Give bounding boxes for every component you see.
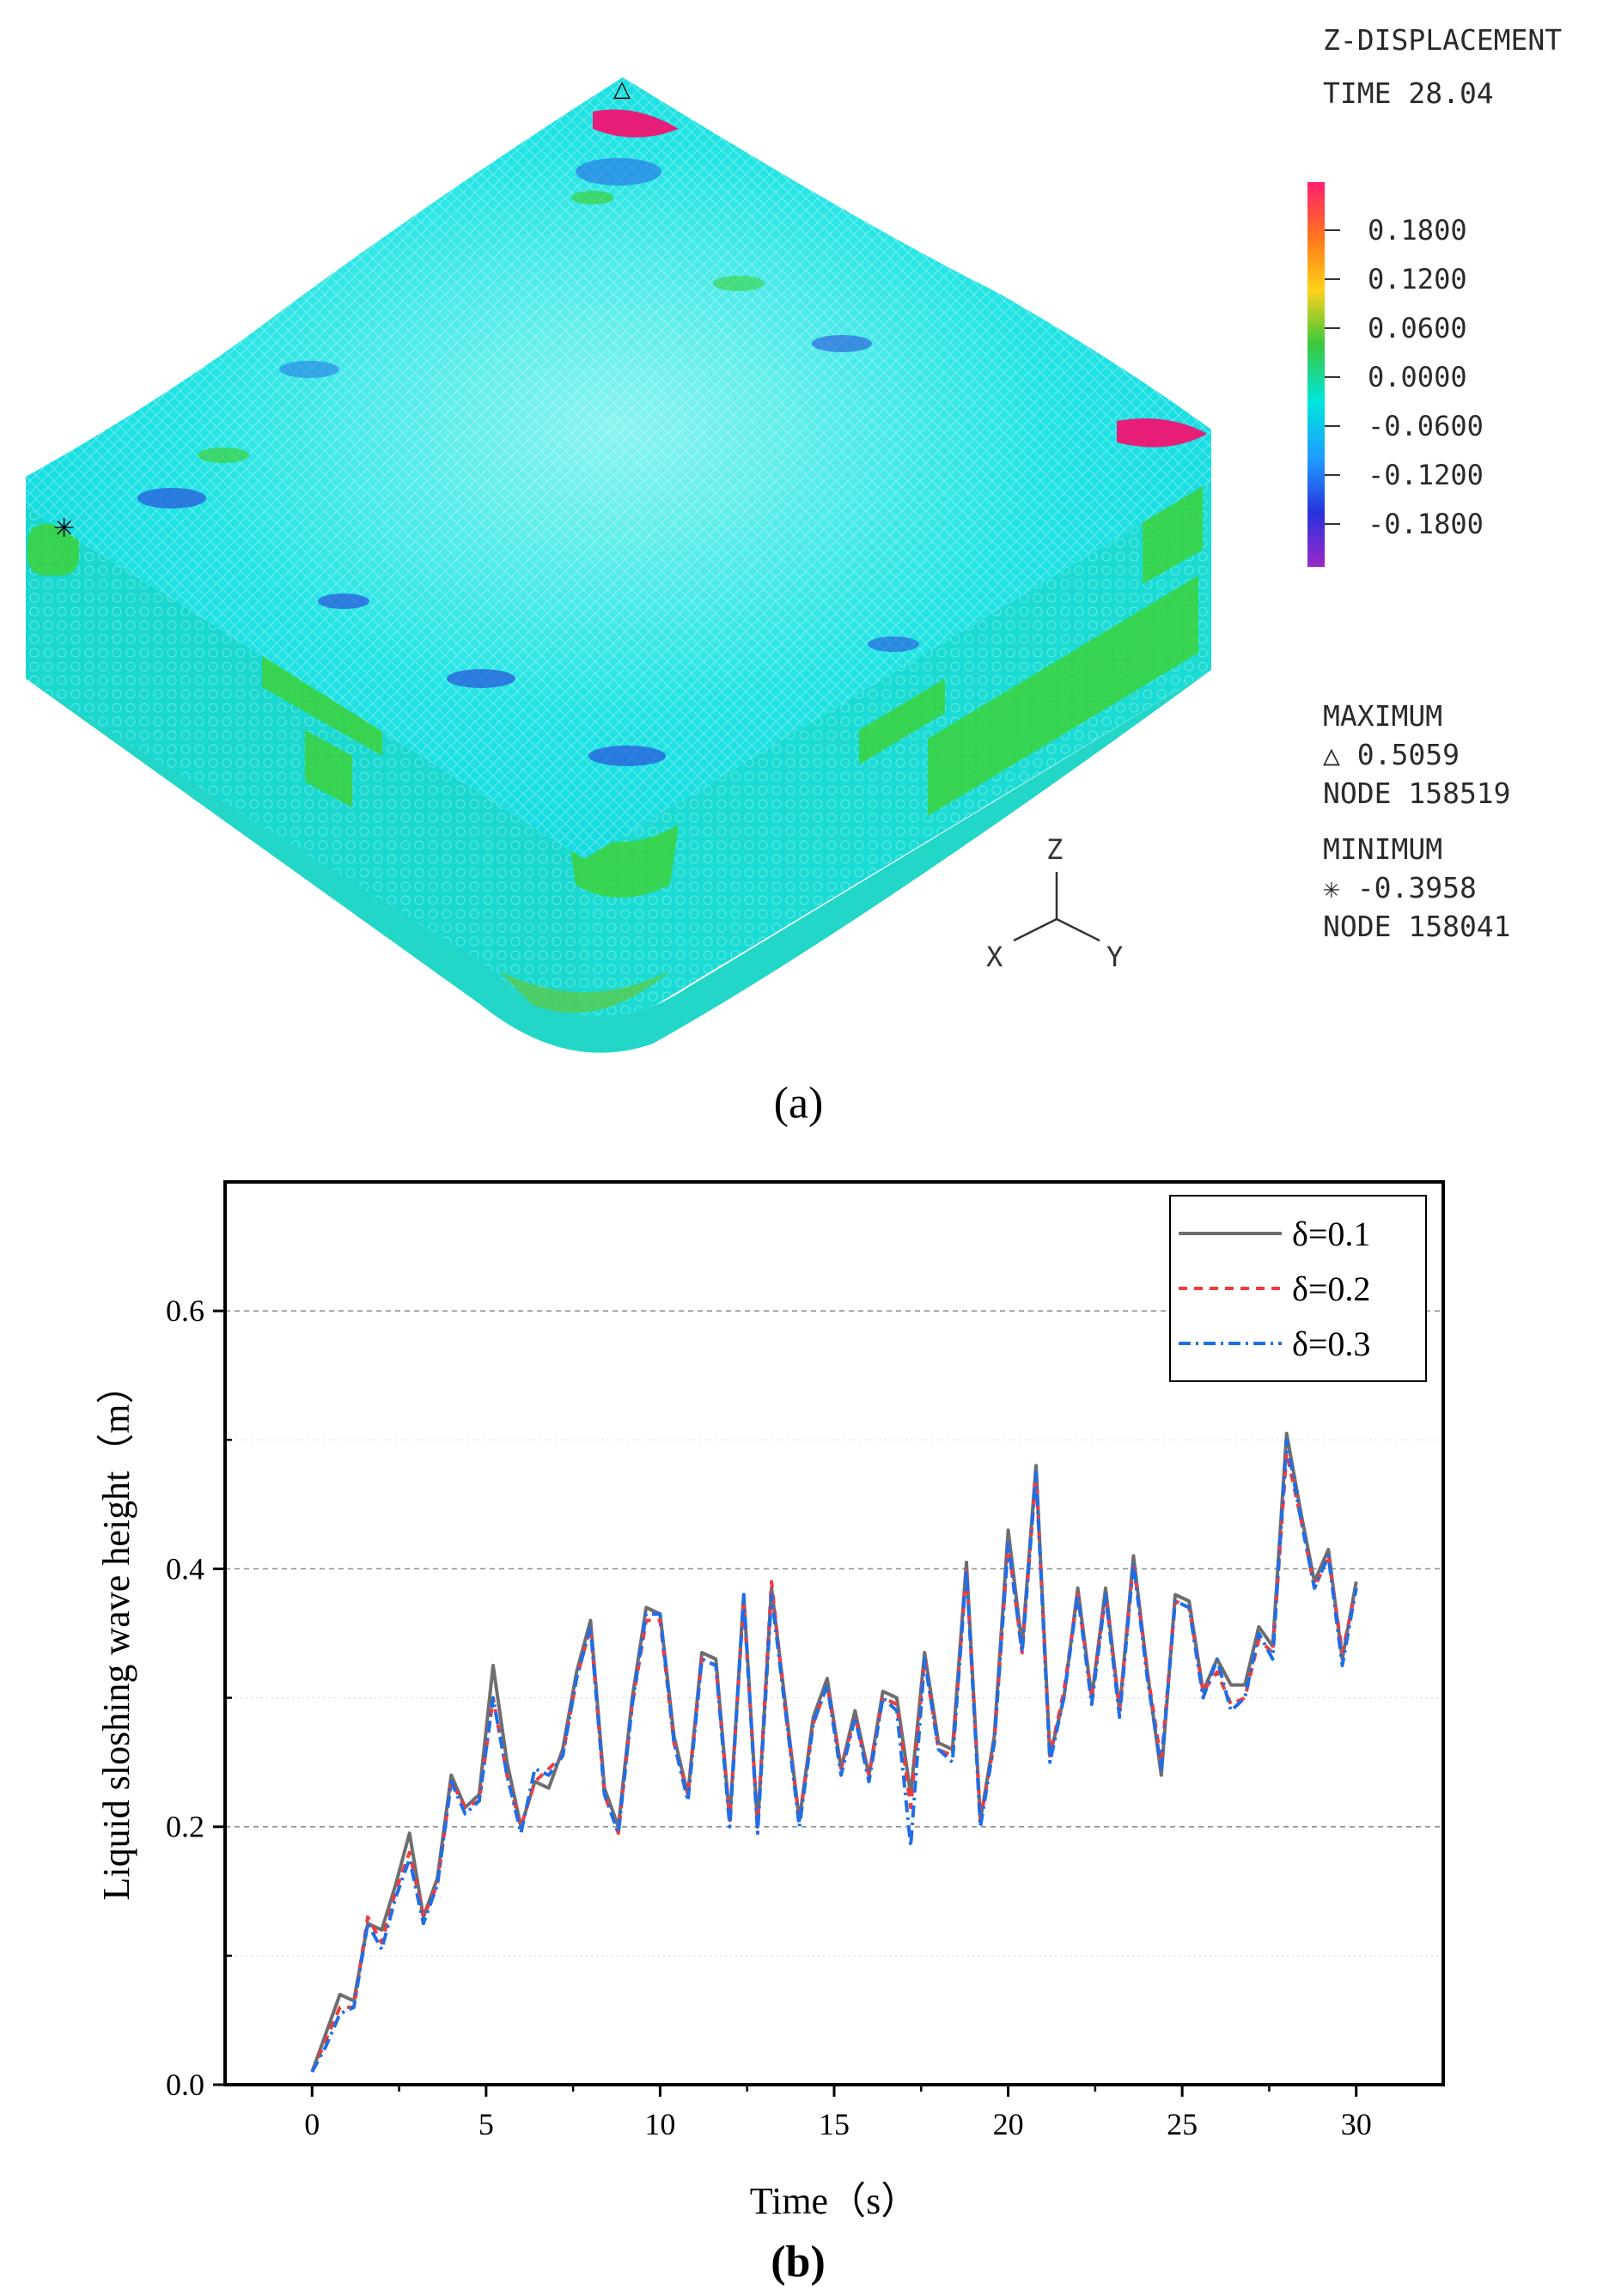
maximum-label: MAXIMUM <box>1323 699 1442 733</box>
colorbar-tick-label: -0.1800 <box>1368 508 1484 540</box>
x-tick-label: 5 <box>478 2107 494 2141</box>
y-tick-label: 0.0 <box>166 2068 204 2102</box>
colorbar-ticks: 0.1800 0.1200 0.0600 0.0000 -0.0600 -0.1200 -0… <box>1325 214 1484 540</box>
displacement-spots <box>137 109 1207 766</box>
colorbar-tick-label: -0.1200 <box>1368 459 1484 491</box>
colorbar-tick-label: -0.0600 <box>1368 410 1484 442</box>
wave-height-chart: 0 5 10 15 20 25 30 0.0 0.2 0.4 0.6 Time（s） Liquid … <box>95 1180 1445 2287</box>
x-axis-label: Time（s） <box>750 2180 918 2222</box>
y-tick-label: 0.4 <box>166 1551 204 1586</box>
min-marker: ✳ <box>53 514 75 544</box>
y-axis-label: Liquid sloshing wave height（m） <box>95 1366 137 1900</box>
minimum-label: MINIMUM <box>1323 832 1442 866</box>
x-tick-label: 15 <box>819 2107 850 2141</box>
legend-label: δ=0.3 <box>1292 1325 1370 1363</box>
colorbar-tick-label: 0.1800 <box>1368 214 1467 247</box>
panel-a-caption: (a) <box>0 1078 1597 1129</box>
x-tick-label: 20 <box>993 2107 1024 2141</box>
minimum-node: NODE 158041 <box>1323 910 1511 943</box>
x-tick-label: 10 <box>644 2107 675 2141</box>
tank-body: △ ✳ <box>26 76 1211 1053</box>
axis-x-label: X <box>986 941 1003 973</box>
maximum-node: NODE 158519 <box>1323 776 1511 810</box>
axis-ticks: 0 5 10 15 20 25 30 0.0 0.2 0.4 0.6 <box>166 1294 1372 2141</box>
legend-label: δ=0.2 <box>1292 1270 1370 1308</box>
colorbar-tick-label: 0.0600 <box>1368 312 1467 344</box>
x-tick-label: 25 <box>1167 2107 1198 2141</box>
panel-b-label: (b) <box>771 2238 826 2287</box>
y-tick-label: 0.2 <box>166 1810 204 1844</box>
time-label: TIME 28.04 <box>1323 76 1494 110</box>
series-lines <box>310 1431 1358 2073</box>
axis-y-label: Y <box>1106 941 1123 973</box>
contour-plot-panel: △ ✳ Z-DISPLACEMENT TIME 28.04 0.1800 0.12… <box>26 23 1562 1053</box>
colorbar <box>1307 182 1325 567</box>
axis-triad <box>1013 872 1100 942</box>
minimum-value: ✳ -0.3958 <box>1323 871 1477 904</box>
result-title: Z-DISPLACEMENT <box>1323 23 1562 57</box>
panel-a-label: (a) <box>773 1079 824 1128</box>
series-line <box>310 1431 1358 2073</box>
y-tick-label: 0.6 <box>166 1294 204 1328</box>
legend: δ=0.1 δ=0.2 δ=0.3 <box>1169 1195 1427 1382</box>
maximum-value: △ 0.5059 <box>1323 738 1460 771</box>
colorbar-tick-label: 0.0000 <box>1368 361 1467 393</box>
axis-z-label: Z <box>1046 833 1063 866</box>
legend-label: δ=0.1 <box>1292 1215 1370 1253</box>
baffle-regions <box>27 481 1203 1013</box>
max-marker: △ <box>613 76 631 102</box>
colorbar-tick-label: 0.1200 <box>1368 263 1467 295</box>
contour-legend: Z-DISPLACEMENT TIME 28.04 0.18000.12000.… <box>1307 23 1562 943</box>
x-tick-label: 0 <box>304 2107 320 2141</box>
series-line <box>310 1438 1358 2073</box>
x-tick-label: 30 <box>1341 2107 1372 2141</box>
series-line <box>310 1451 1358 2073</box>
